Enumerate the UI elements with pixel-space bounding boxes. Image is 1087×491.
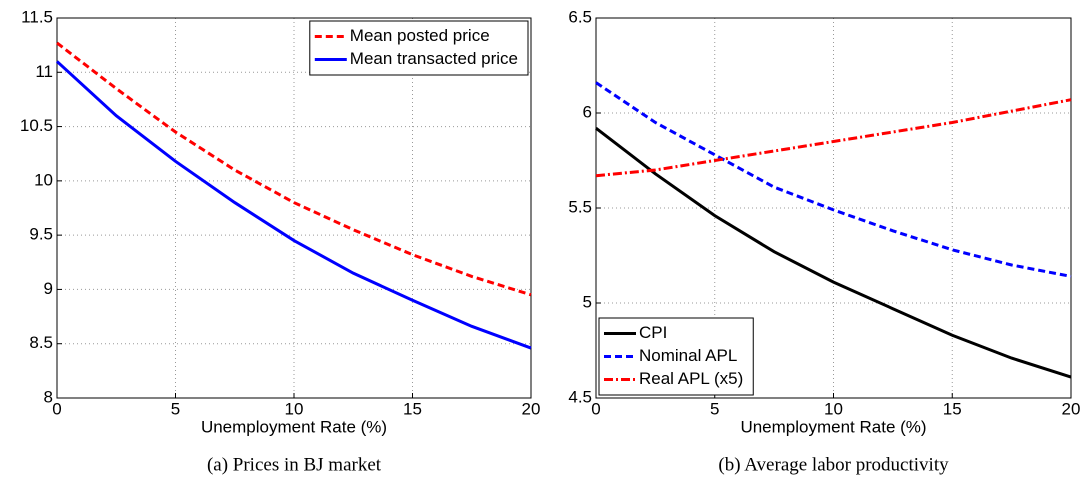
y-tick-label: 6.5 <box>568 7 592 26</box>
y-tick-label: 5.5 <box>568 197 592 216</box>
x-axis-label: Unemployment Rate (%) <box>201 417 387 436</box>
y-tick-label: 10 <box>34 170 53 189</box>
y-tick-label: 10.5 <box>20 116 53 135</box>
series-line <box>595 81 1072 278</box>
legend-label: Real APL (x5) <box>639 369 743 388</box>
x-tick-label: 10 <box>824 399 843 418</box>
y-tick-label: 6 <box>583 102 592 121</box>
y-tick-label: 5 <box>583 292 592 311</box>
x-axis-label: Unemployment Rate (%) <box>740 417 926 436</box>
x-tick-label: 20 <box>522 399 541 418</box>
series-line <box>55 60 532 350</box>
series-line <box>595 127 1072 379</box>
plot-frame <box>56 17 532 399</box>
y-tick-label: 11 <box>35 62 53 81</box>
legend-box <box>598 317 754 396</box>
legend-box <box>309 20 529 76</box>
y-tick-label: 8.5 <box>29 333 53 352</box>
caption: (b) Average labor productivity <box>718 454 949 475</box>
series-line <box>56 41 532 297</box>
y-tick-label: 11.5 <box>21 7 53 26</box>
series-line <box>595 98 1072 178</box>
x-tick-label: 0 <box>52 399 61 418</box>
legend-label: Nominal APL <box>639 346 737 365</box>
x-tick-label: 15 <box>943 399 962 418</box>
y-tick-label: 9 <box>44 279 53 298</box>
x-tick-label: 20 <box>1062 399 1081 418</box>
legend-label: Mean posted price <box>350 26 490 45</box>
x-tick-label: 0 <box>591 399 600 418</box>
x-tick-label: 5 <box>171 399 180 418</box>
legend-label: Mean transacted price <box>350 49 518 68</box>
x-tick-label: 15 <box>403 399 422 418</box>
y-tick-label: 9.5 <box>29 225 53 244</box>
y-tick-label: 8 <box>44 387 53 406</box>
y-tick-label: 4.5 <box>568 387 592 406</box>
caption: (a) Prices in BJ market <box>207 454 382 475</box>
plot-frame <box>595 17 1072 399</box>
x-tick-label: 5 <box>710 399 719 418</box>
legend-label: CPI <box>639 323 667 342</box>
x-tick-label: 10 <box>285 399 304 418</box>
